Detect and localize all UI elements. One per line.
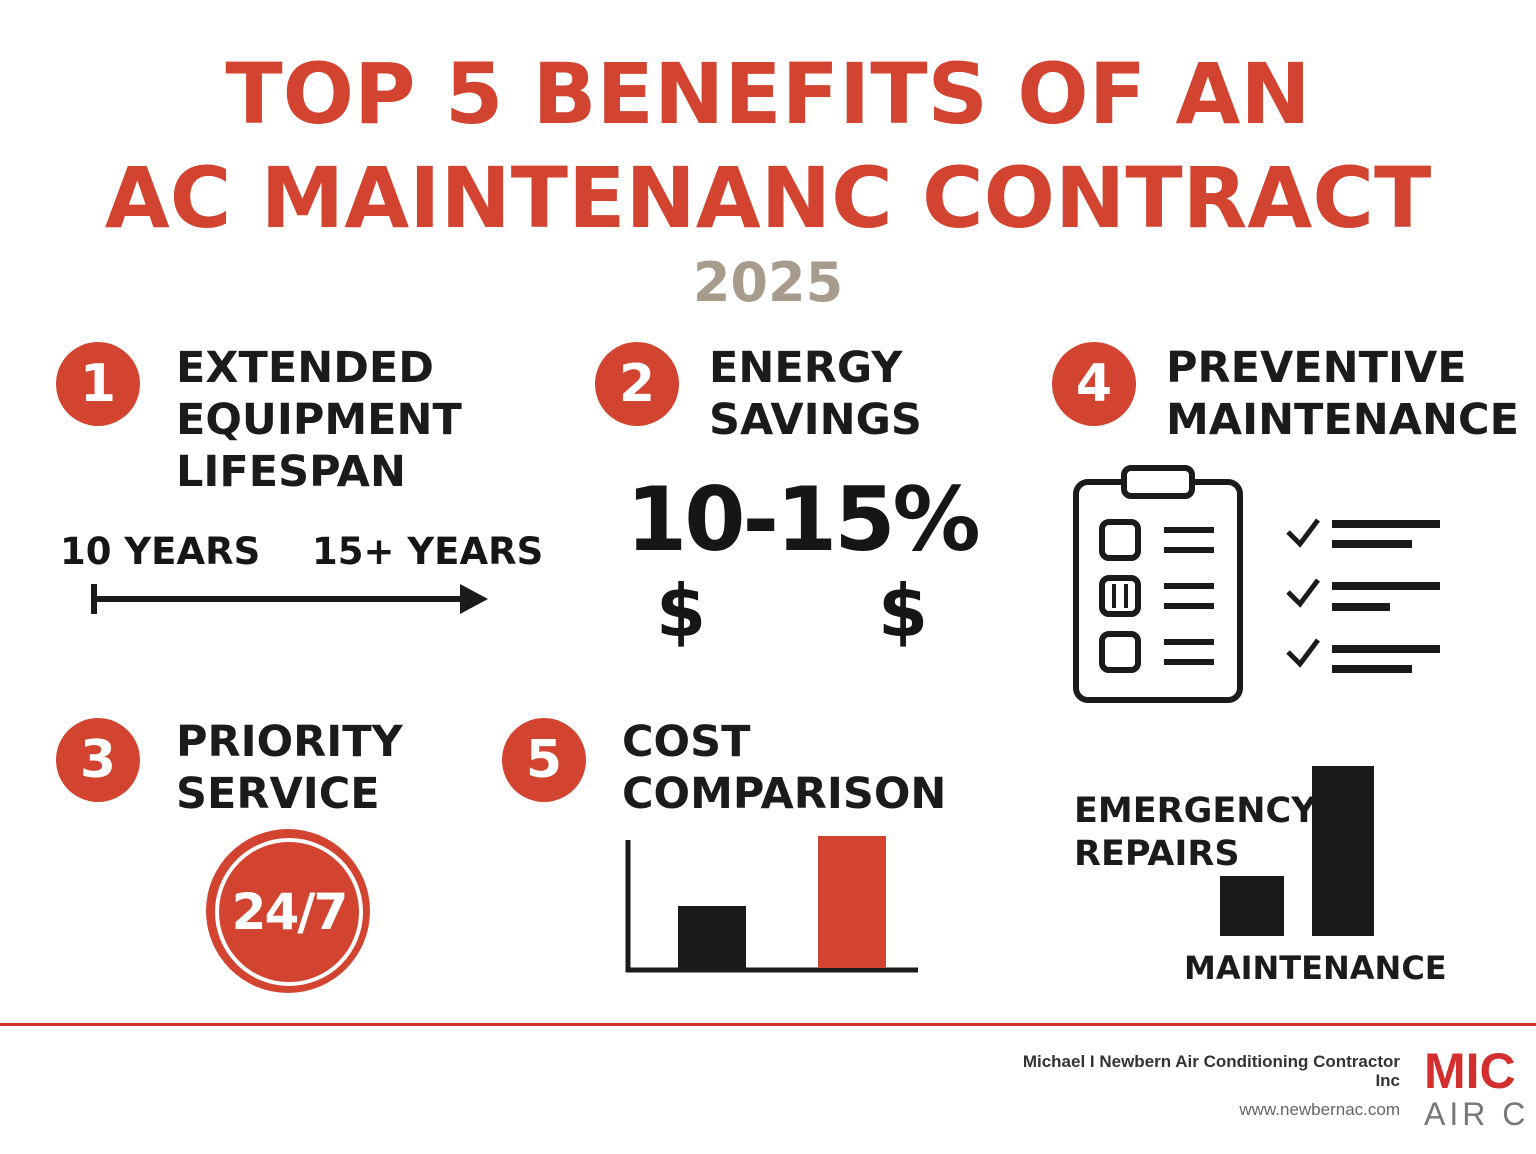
company-logo: MIC AIR C <box>1420 1040 1536 1140</box>
company-name: Michael I Newbern Air Conditioning Contr… <box>980 1052 1400 1090</box>
number-badge-4: 4 <box>1052 342 1136 426</box>
benefit-3-line-2: SERVICE <box>176 769 380 819</box>
benefit-3-line-1: PRIORITY <box>176 717 403 767</box>
benefit-5-line-2: COMPARISON <box>622 769 947 819</box>
company-name-line-2: Inc <box>1375 1071 1400 1090</box>
emergency-label-line-1: EMERGENCY <box>1074 791 1317 831</box>
title-line-2: AC MAINTENANC CONTRACT <box>104 149 1432 247</box>
benefit-4-line-1: PREVENTIVE <box>1166 343 1467 393</box>
title-line-1: TOP 5 BENEFITS OF AN <box>225 45 1311 143</box>
maintenance-label: MAINTENANCE <box>1184 949 1447 987</box>
logo-top-text: MIC <box>1424 1043 1516 1099</box>
number-badge-5: 5 <box>502 718 586 802</box>
badge-24-7-label: 24/7 <box>231 883 349 941</box>
benefit-3-heading: PRIORITY SERVICE <box>176 716 403 820</box>
benefit-1-heading: EXTENDED EQUIPMENT LIFESPAN <box>176 342 462 498</box>
benefit-1-line-1: EXTENDED <box>176 343 434 393</box>
benefit-1-line-3: LIFESPAN <box>176 447 406 497</box>
company-name-line-1: Michael I Newbern Air Conditioning Contr… <box>1022 1052 1400 1071</box>
logo-bottom-text: AIR C <box>1424 1096 1530 1132</box>
benefit-4-line-2: MAINTENANCE <box>1166 395 1519 445</box>
cost-comparison-bar-icon <box>625 836 918 973</box>
clipboard-checklist-icon <box>1073 465 1440 703</box>
number-badge-3: 3 <box>56 718 140 802</box>
emergency-repairs-label: EMERGENCY REPAIRS <box>1074 790 1317 876</box>
priority-service-badge: 24/7 <box>206 829 370 993</box>
energy-savings-value: 10-15% <box>626 468 981 571</box>
number-badge-2: 2 <box>595 342 679 426</box>
benefit-2-line-1: ENERGY <box>709 343 903 393</box>
website-link[interactable]: www.newbernac.com <box>1239 1100 1400 1119</box>
benefit-5-heading: COST COMPARISON <box>622 716 946 820</box>
number-badge-1: 1 <box>56 342 140 426</box>
benefit-2-line-2: SAVINGS <box>709 395 922 445</box>
benefit-2-heading: ENERGY SAVINGS <box>709 342 922 446</box>
emergency-label-line-2: REPAIRS <box>1074 834 1240 874</box>
dollar-icon-right: $ <box>878 569 929 653</box>
benefit-5-line-1: COST <box>622 717 751 767</box>
benefit-1-line-2: EQUIPMENT <box>176 395 462 445</box>
repairs-maintenance-bar-icon <box>1220 766 1374 936</box>
lifespan-arrow-icon <box>91 584 488 614</box>
lifespan-from-label: 10 YEARS <box>60 530 261 573</box>
footer-divider <box>0 1023 1536 1026</box>
year-label: 2025 <box>692 251 844 314</box>
lifespan-to-label: 15+ YEARS <box>312 530 544 573</box>
dollar-icon-left: $ <box>656 569 707 653</box>
benefit-4-heading: PREVENTIVE MAINTENANCE <box>1166 342 1519 446</box>
